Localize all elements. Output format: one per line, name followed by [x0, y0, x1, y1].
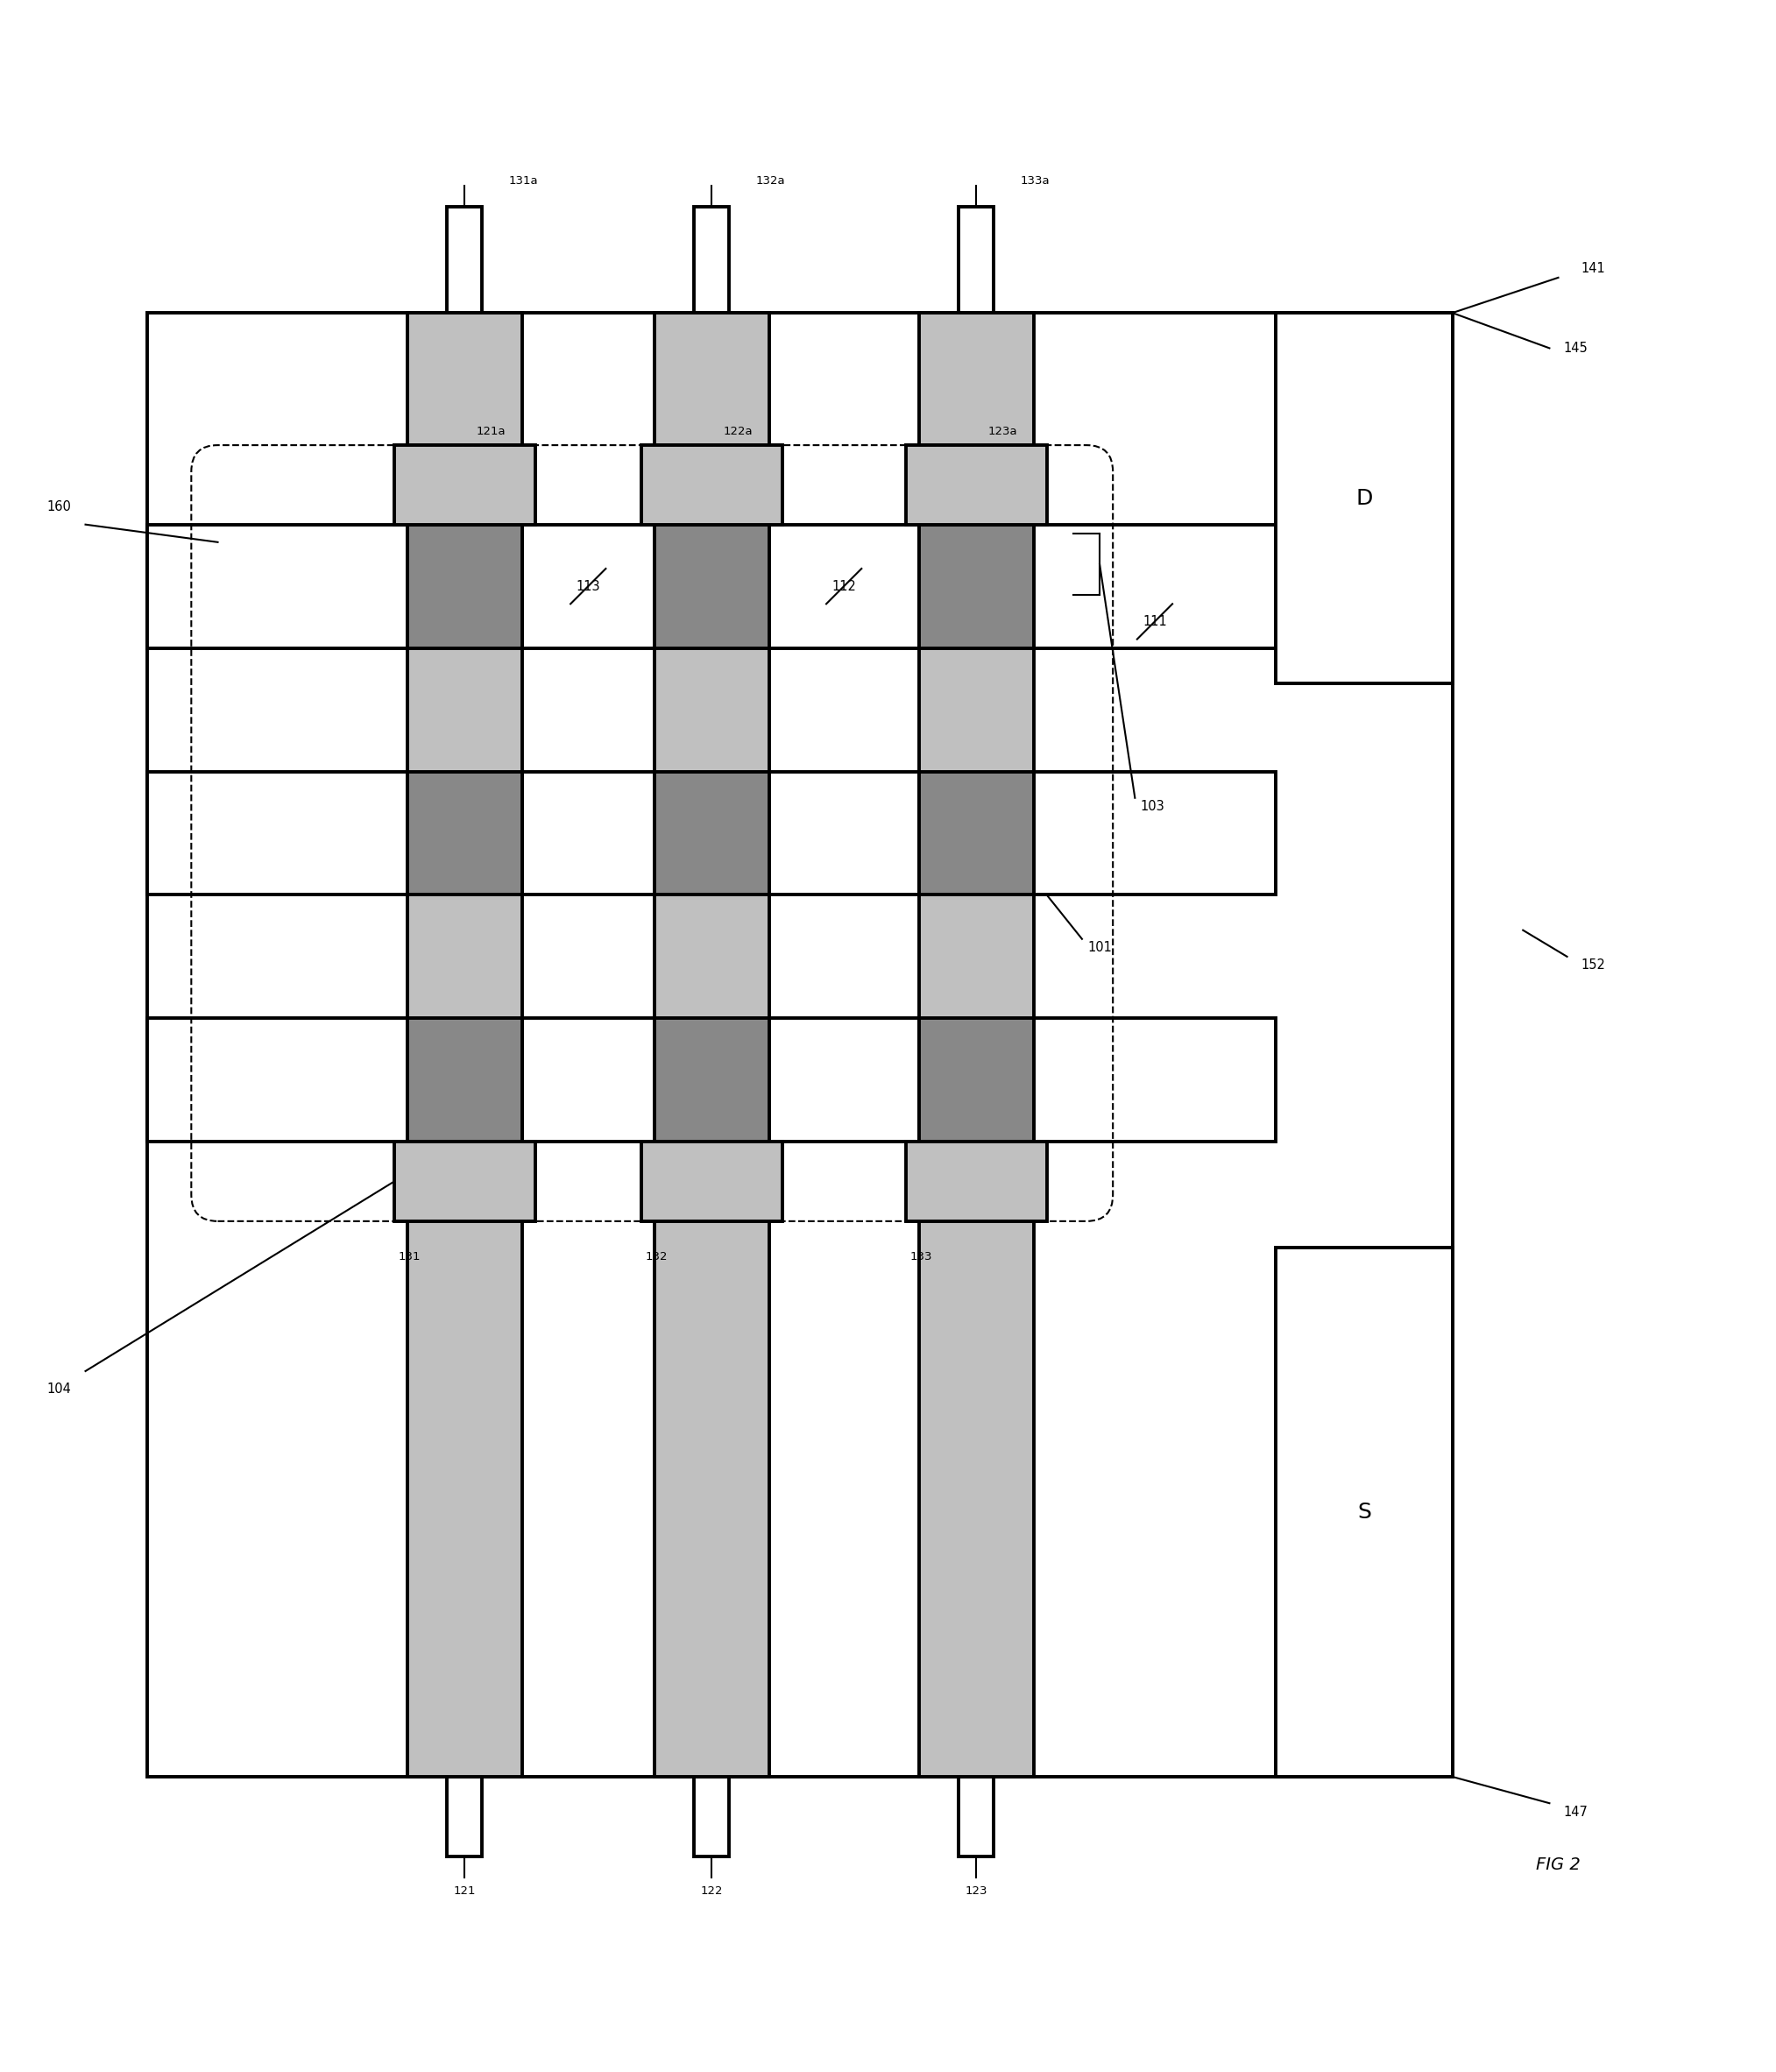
Text: S: S	[1357, 1502, 1371, 1523]
Text: 152: 152	[1581, 959, 1606, 972]
Bar	[959, 207, 995, 313]
Text: 123a: 123a	[987, 425, 1018, 437]
Bar	[918, 313, 1034, 1778]
Text: 147: 147	[1563, 1805, 1588, 1819]
Text: 121a: 121a	[476, 425, 506, 437]
Bar	[147, 1017, 1275, 1142]
Text: 111: 111	[1142, 615, 1167, 628]
Bar	[959, 1778, 995, 1857]
Text: 122a: 122a	[723, 425, 753, 437]
Text: 131: 131	[398, 1251, 421, 1262]
Bar	[906, 445, 1046, 524]
Bar	[654, 524, 769, 649]
Text: 103: 103	[1140, 800, 1165, 814]
Bar	[147, 771, 1275, 895]
Bar	[407, 524, 522, 649]
Bar	[918, 1017, 1034, 1142]
Text: 133a: 133a	[1019, 174, 1050, 186]
Text: 133: 133	[909, 1251, 932, 1262]
Text: FIG 2: FIG 2	[1536, 1857, 1581, 1873]
Bar	[918, 524, 1034, 649]
Bar	[394, 445, 535, 524]
Bar	[641, 445, 781, 524]
Bar	[147, 524, 1275, 649]
Bar	[407, 1017, 522, 1142]
Text: 141: 141	[1581, 263, 1606, 276]
Bar	[694, 207, 730, 313]
Text: 104: 104	[46, 1382, 71, 1394]
Text: 160: 160	[46, 499, 71, 514]
Bar	[448, 1778, 483, 1857]
Bar	[641, 1142, 781, 1220]
Bar	[654, 1017, 769, 1142]
Text: 121: 121	[453, 1886, 476, 1898]
Bar	[654, 771, 769, 895]
Text: 112: 112	[831, 580, 856, 593]
Bar	[918, 771, 1034, 895]
Bar	[147, 313, 1453, 1778]
Bar	[448, 207, 483, 313]
Bar	[654, 313, 769, 1778]
Bar	[1275, 313, 1453, 684]
Bar	[694, 1778, 730, 1857]
Bar	[394, 1142, 535, 1220]
Text: 145: 145	[1563, 342, 1588, 354]
Text: 132: 132	[645, 1251, 668, 1262]
Text: 132a: 132a	[757, 174, 785, 186]
Text: 101: 101	[1087, 941, 1112, 955]
Bar	[407, 771, 522, 895]
Text: 113: 113	[575, 580, 600, 593]
Bar	[407, 313, 522, 1778]
Text: 131a: 131a	[508, 174, 538, 186]
Bar	[906, 1142, 1046, 1220]
Text: 122: 122	[700, 1886, 723, 1898]
Bar	[1275, 1247, 1453, 1778]
Text: 123: 123	[964, 1886, 987, 1898]
Text: D: D	[1355, 487, 1373, 508]
